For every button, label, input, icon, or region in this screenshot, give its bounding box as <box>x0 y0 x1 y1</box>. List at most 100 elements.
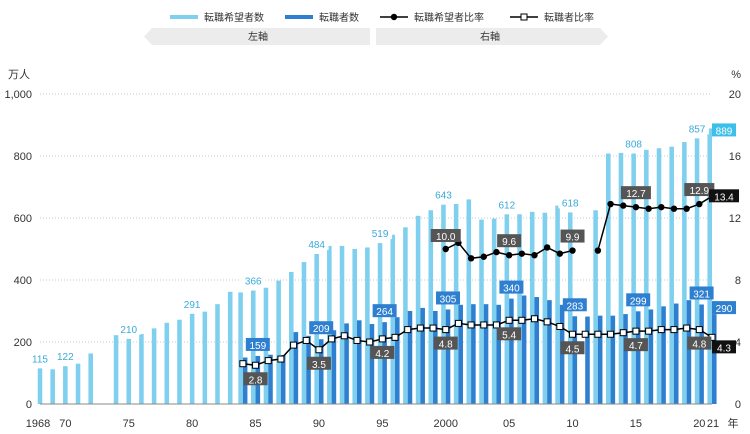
data-label-bg <box>709 189 739 203</box>
desired-ratio-point <box>518 250 526 257</box>
data-label-bg <box>28 351 52 365</box>
data-label-bg <box>621 136 646 150</box>
changer-ratio-point <box>340 332 348 340</box>
changer-ratio-point <box>302 336 310 344</box>
x-tick-label: 75 <box>123 418 135 430</box>
desired-ratio-point <box>683 205 690 212</box>
bar-desired <box>377 243 383 404</box>
data-label-text: 5.4 <box>502 330 516 341</box>
bar-desired <box>301 262 307 404</box>
data-label: 12.7 <box>620 186 651 200</box>
bar-changers <box>331 330 337 404</box>
right-axis-tab <box>376 28 608 45</box>
bar-changers <box>280 355 286 404</box>
data-label: 519 <box>368 226 393 240</box>
data-label-text: 299 <box>630 296 647 307</box>
legend-label: 転職希望者数 <box>204 11 264 24</box>
data-label: 13.4 <box>709 189 739 203</box>
data-label-bg <box>684 183 715 197</box>
data-label-bg <box>245 337 270 351</box>
data-label-bg <box>180 296 205 310</box>
bar-desired <box>631 153 636 404</box>
data-label-text: 264 <box>376 307 393 318</box>
bar-changers <box>471 304 476 404</box>
changer-ratio-point <box>619 329 627 337</box>
data-label-bg <box>370 345 395 359</box>
x-tick-label: 05 <box>503 418 515 430</box>
data-label-bg <box>309 321 334 335</box>
data-label: 122 <box>53 349 78 363</box>
x-tick-label: 90 <box>313 418 325 430</box>
bar-desired <box>227 291 233 404</box>
data-label: 366 <box>241 273 266 288</box>
bar-desired <box>50 369 55 404</box>
data-label-text: 115 <box>32 354 48 365</box>
changer-ratio-point <box>683 324 691 332</box>
changer-ratio-point <box>569 330 577 338</box>
changer-ratio-point <box>480 321 488 329</box>
desired-ratio-line <box>597 195 713 251</box>
bar-changers <box>395 317 400 404</box>
bar-desired <box>63 366 68 404</box>
data-label-text: 4.2 <box>375 349 389 360</box>
changer-ratio-point <box>239 360 247 368</box>
legend-item: 転職希望者数 <box>170 11 264 24</box>
data-label-text: 618 <box>562 198 579 209</box>
changer-ratio-point <box>670 326 678 334</box>
bar-changers <box>712 314 717 404</box>
data-label-bg <box>497 234 522 248</box>
x-tick-label: 10 <box>566 418 578 430</box>
bar-changers <box>597 315 603 404</box>
changer-ratio-point <box>429 324 437 332</box>
bar-desired <box>352 249 357 404</box>
axes: 0 200 400 600 800 1,000 万人 0 4 8 12 16 20% 1968 70 75 80… <box>4 68 741 430</box>
data-label-text: 643 <box>435 191 452 202</box>
bar-desired <box>606 153 611 404</box>
data-label: 4.5 <box>560 341 585 355</box>
data-label: 2.8 <box>243 372 268 386</box>
data-label-text: 366 <box>245 277 262 288</box>
data-label: 808 <box>621 136 646 151</box>
bar-desired <box>542 212 548 404</box>
legend-item: 転職者数 <box>285 11 359 24</box>
data-label: 3.5 <box>306 356 331 371</box>
data-label: 321 <box>689 286 714 300</box>
bar-changers <box>648 309 654 404</box>
data-label-text: 122 <box>57 352 74 363</box>
bar-changers <box>344 323 349 404</box>
data-label: 4.2 <box>370 345 395 360</box>
changer-ratio-point <box>645 327 653 335</box>
data-label-text: 4.5 <box>566 344 580 355</box>
legend-marker <box>520 13 528 21</box>
data-label-text: 290 <box>716 304 733 315</box>
bars <box>37 128 717 405</box>
bar-desired <box>529 211 535 404</box>
right-tick-label: 16 <box>729 151 741 163</box>
x-tick-label: 95 <box>376 418 388 430</box>
data-label: 159 <box>245 337 270 352</box>
desired-ratio-point <box>645 205 652 212</box>
bar-desired <box>177 319 182 404</box>
left-axis-unit: 万人 <box>8 68 30 81</box>
bar-desired <box>88 353 93 404</box>
legend-swatch <box>170 15 198 19</box>
bar-changers <box>458 304 463 404</box>
data-label: 4.8 <box>433 336 458 351</box>
bar-desired <box>466 199 472 404</box>
changer-ratio-point <box>315 346 323 354</box>
bar-desired <box>479 219 484 404</box>
bar-changers <box>673 303 679 404</box>
desired-ratio-point <box>442 245 449 253</box>
bar-desired <box>517 214 522 404</box>
changer-ratio-point <box>530 315 538 323</box>
data-label: 210 <box>116 321 141 336</box>
changer-ratio-point <box>416 324 424 332</box>
bar-desired <box>139 333 144 404</box>
legend-swatch <box>285 15 313 19</box>
data-label: 4.8 <box>687 336 712 351</box>
bar-changers <box>496 304 502 404</box>
bar-changers <box>293 332 299 404</box>
desired-ratio-point <box>531 252 538 259</box>
data-label-bg <box>306 356 331 370</box>
